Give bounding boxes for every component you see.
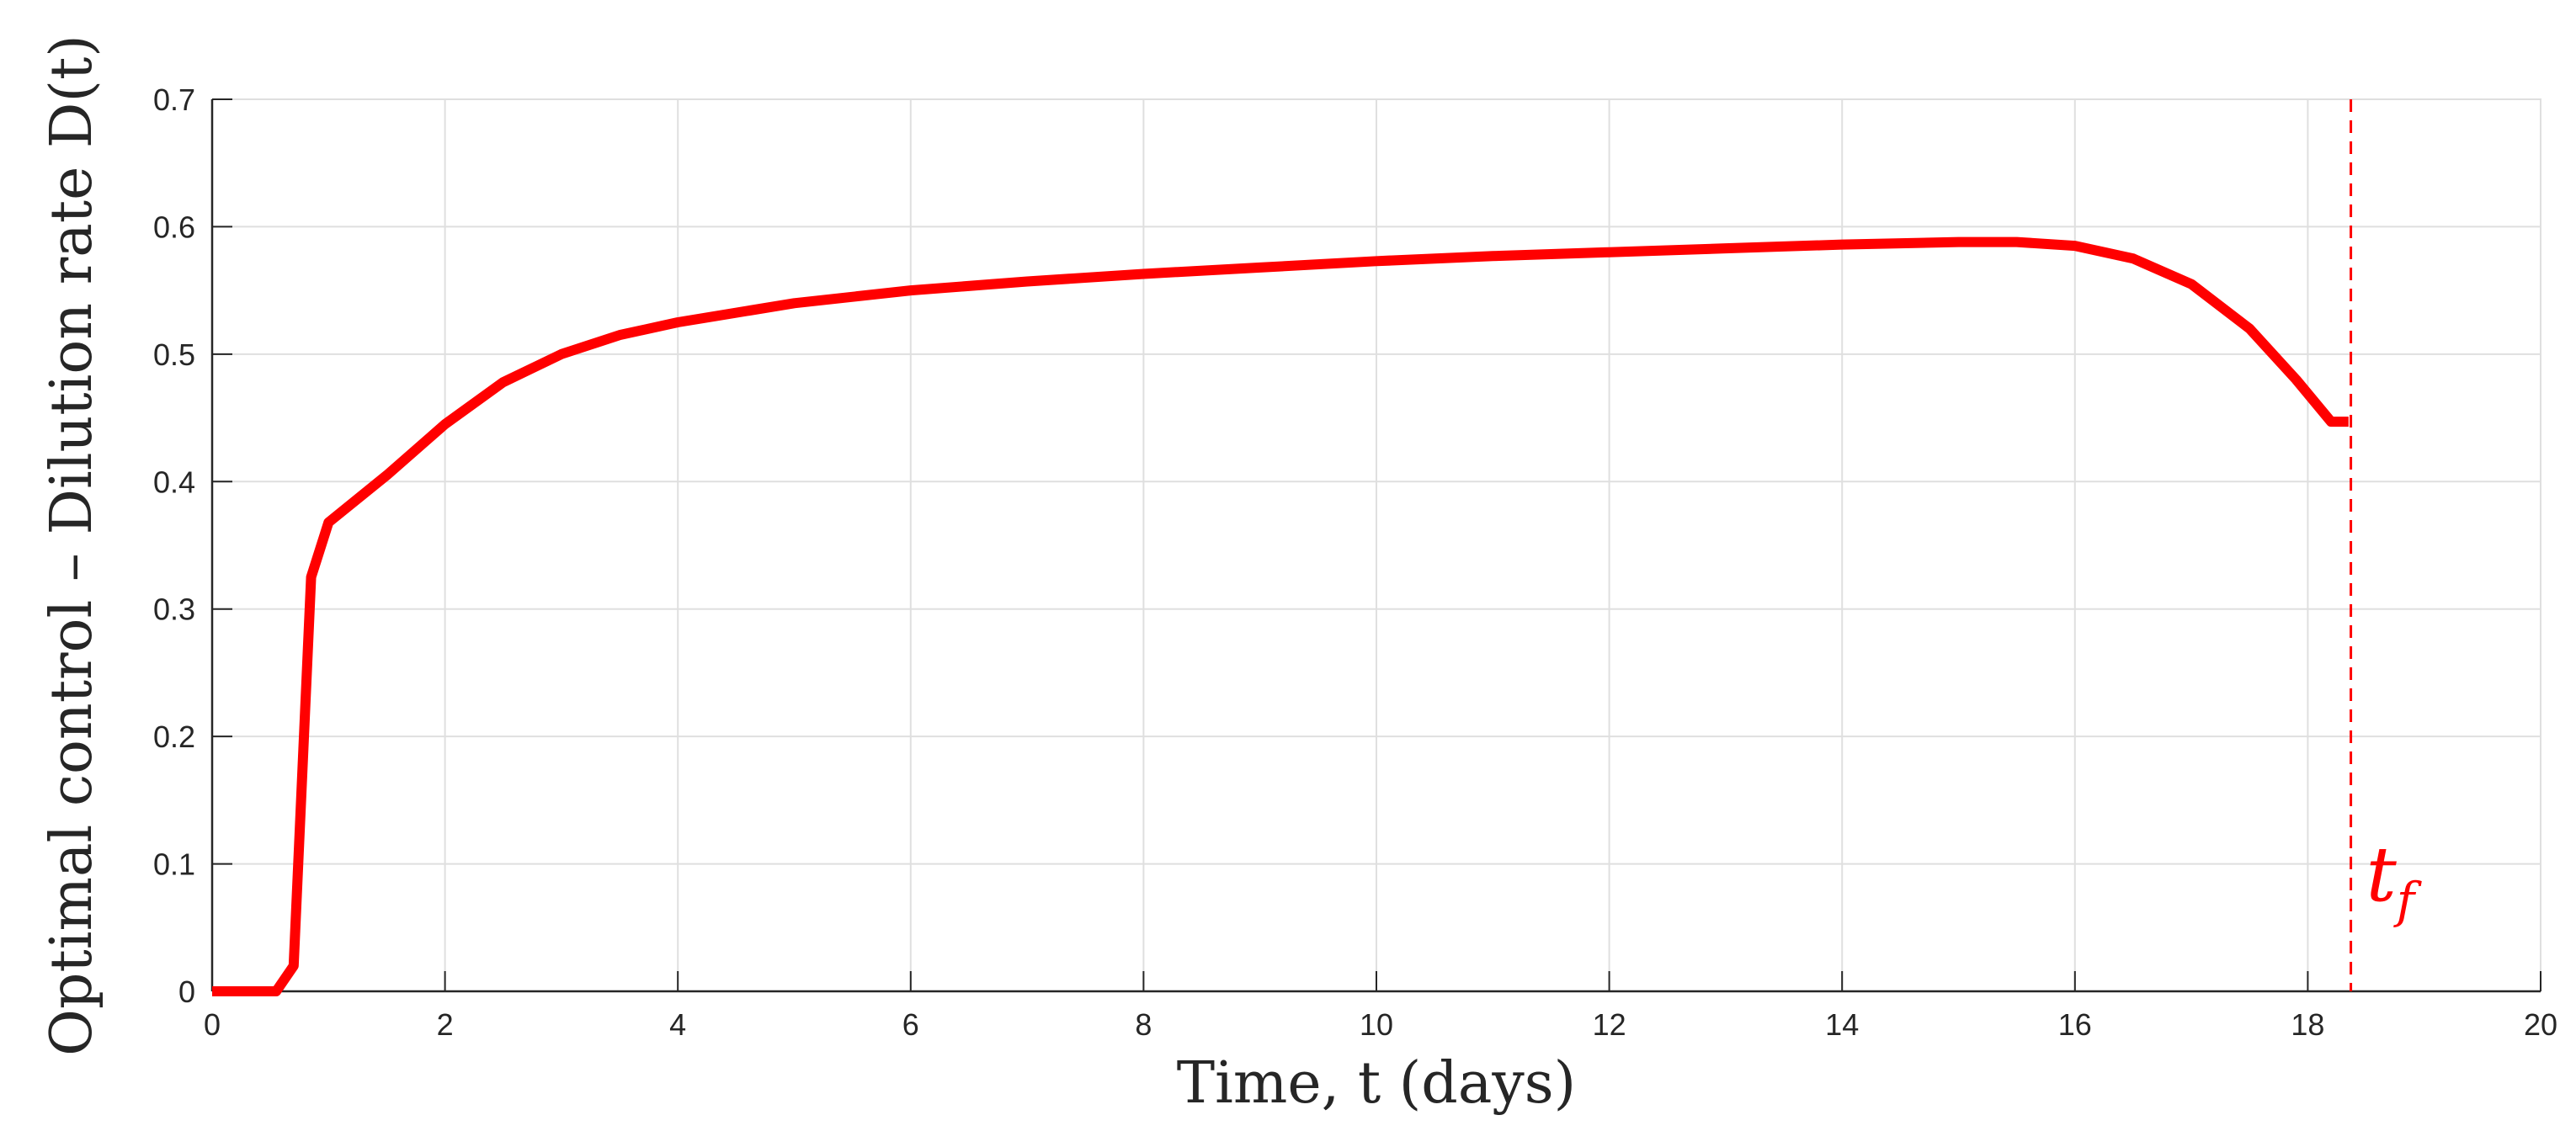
x-tick-label: 14	[1825, 1007, 1859, 1042]
dilution-rate-line	[212, 236, 2349, 996]
y-tick-label: 0	[178, 974, 195, 1009]
y-tick-label: 0.7	[153, 82, 195, 117]
x-tick-label: 20	[2524, 1007, 2557, 1042]
x-tick-label: 16	[2058, 1007, 2092, 1042]
y-tick-label: 0.1	[153, 847, 195, 882]
x-tick-label: 8	[1135, 1007, 1152, 1042]
x-tick-label: 12	[1593, 1007, 1626, 1042]
x-tick-label: 0	[204, 1007, 221, 1042]
final-time-label: tf	[2366, 831, 2423, 929]
y-tick-label: 0.3	[153, 592, 195, 627]
x-tick-label: 18	[2291, 1007, 2324, 1042]
y-axis-title: Optimal control – Dilution rate D(t)	[39, 35, 105, 1056]
y-tick-label: 0.5	[153, 337, 195, 372]
x-tick-label: 10	[1360, 1007, 1393, 1042]
x-tick-label: 2	[437, 1007, 454, 1042]
y-tick-label: 0.6	[153, 210, 195, 244]
x-tick-label: 6	[902, 1007, 919, 1042]
y-tick-label: 0.2	[153, 719, 195, 754]
y-tick-label: 0.4	[153, 465, 195, 499]
x-tick-label: 4	[669, 1007, 686, 1042]
x-axis-title: Time, t (days)	[1177, 1050, 1576, 1117]
